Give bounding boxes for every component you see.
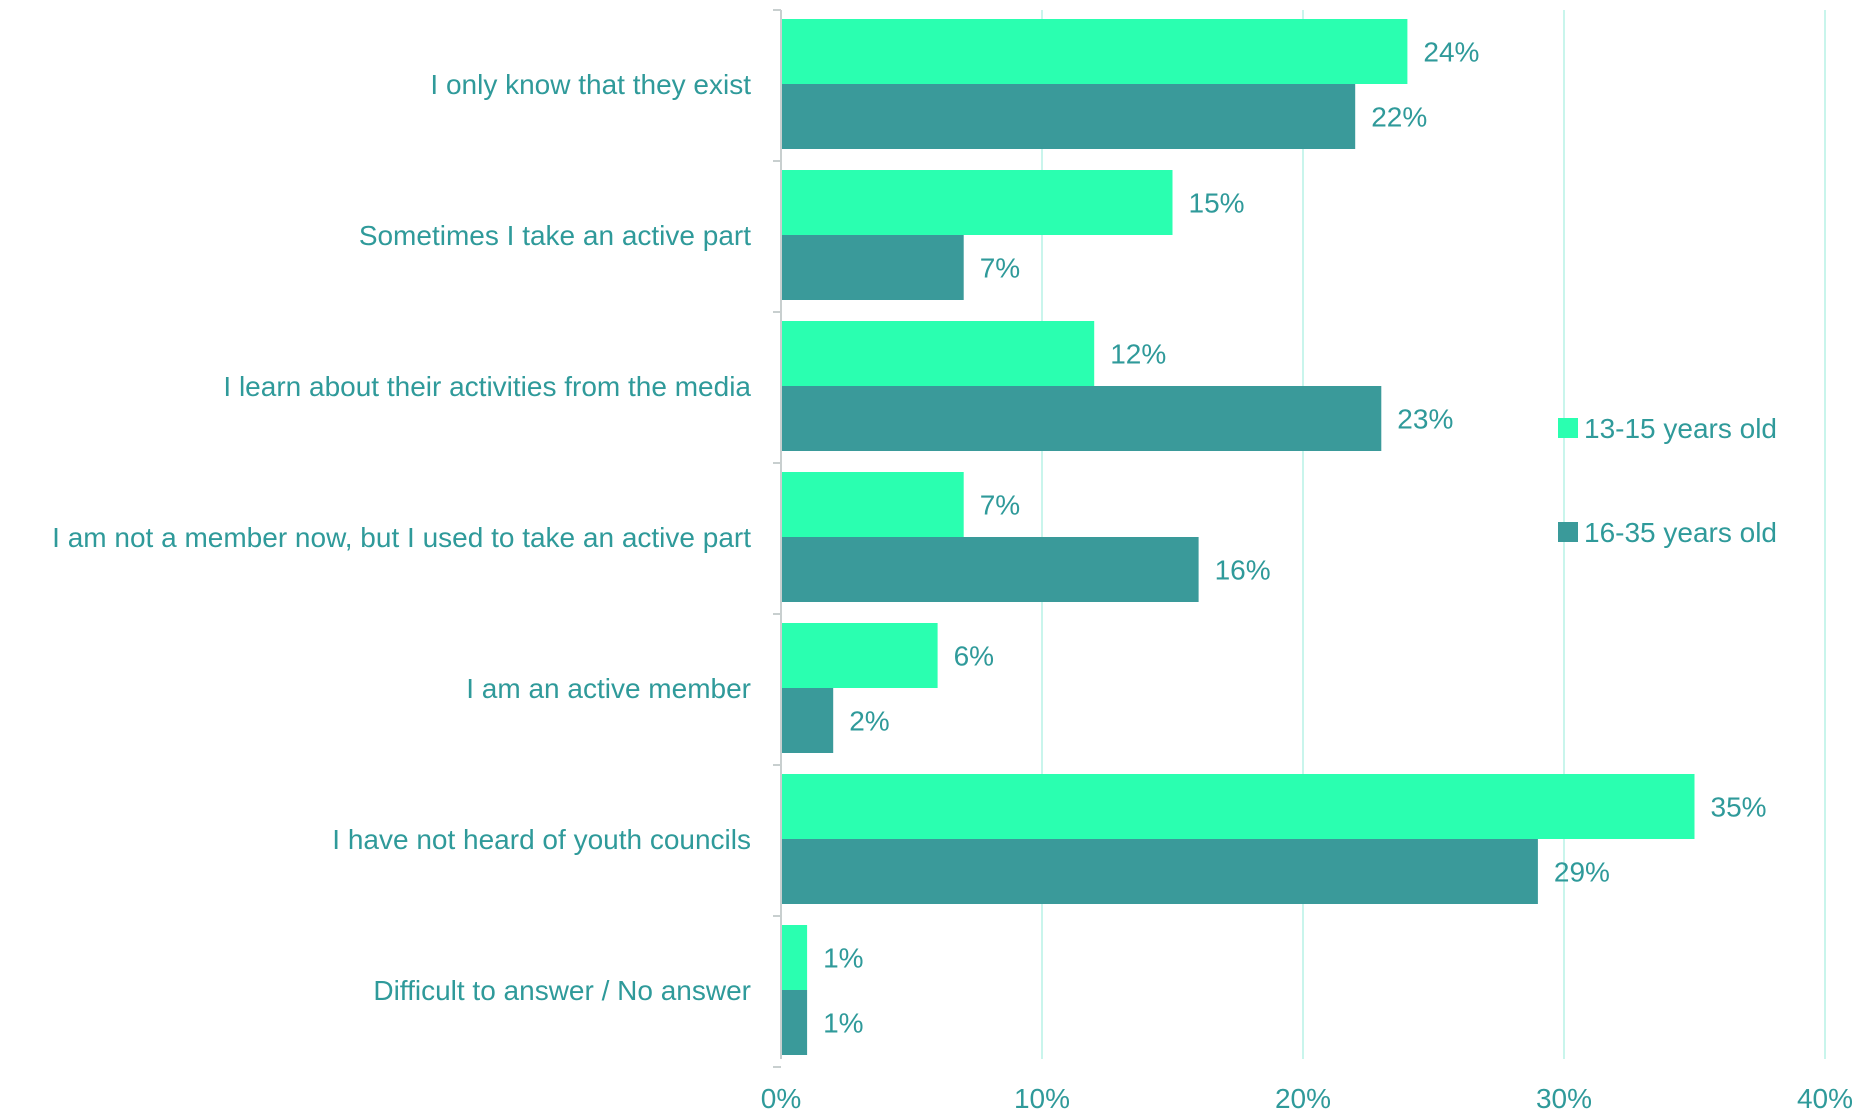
data-label-series1-2: 12% bbox=[1110, 339, 1166, 370]
legend: 13-15 years old 16-35 years old bbox=[1558, 413, 1777, 548]
data-label-series2-3: 16% bbox=[1215, 555, 1271, 586]
data-label-series2-5: 29% bbox=[1554, 857, 1610, 888]
bar-series2-5 bbox=[781, 839, 1538, 904]
bar-series1-1 bbox=[781, 170, 1173, 235]
bar-series1-6 bbox=[781, 925, 808, 990]
category-label-0: I only know that they exist bbox=[430, 69, 751, 100]
data-label-series1-1: 15% bbox=[1189, 188, 1245, 219]
legend-label-series2: 16-35 years old bbox=[1584, 517, 1777, 548]
category-label-6: Difficult to answer / No answer bbox=[373, 975, 751, 1006]
data-label-series1-5: 35% bbox=[1711, 792, 1767, 823]
bar-series2-2 bbox=[781, 386, 1382, 451]
data-label-series2-0: 22% bbox=[1371, 102, 1427, 133]
data-label-series2-4: 2% bbox=[849, 706, 889, 737]
bar-series2-0 bbox=[781, 84, 1356, 149]
data-label-series2-2: 23% bbox=[1397, 404, 1453, 435]
legend-swatch-series1 bbox=[1558, 418, 1578, 438]
category-label-4: I am an active member bbox=[466, 673, 751, 704]
data-label-series1-0: 24% bbox=[1423, 37, 1479, 68]
bar-series1-2 bbox=[781, 321, 1095, 386]
bar-series1-3 bbox=[781, 472, 964, 537]
category-label-3: I am not a member now, but I used to tak… bbox=[52, 522, 751, 553]
data-label-series1-3: 7% bbox=[980, 490, 1020, 521]
data-labels: 24% 22% 15% 7% 12% 23% 7% 16% 6% 2% 35% 29% 1% 1% bbox=[823, 37, 1766, 1039]
bar-series1-0 bbox=[781, 19, 1408, 84]
x-tick-label-2: 20% bbox=[1275, 1083, 1331, 1114]
data-label-series1-4: 6% bbox=[954, 641, 994, 672]
bars bbox=[781, 19, 1695, 1055]
legend-label-series1: 13-15 years old bbox=[1584, 413, 1777, 444]
legend-swatch-series2 bbox=[1558, 522, 1578, 542]
bar-series2-1 bbox=[781, 235, 964, 300]
category-label-5: I have not heard of youth councils bbox=[332, 824, 751, 855]
category-labels: I only know that they exist Sometimes I t… bbox=[52, 69, 751, 1006]
x-tick-labels: 0% 10% 20% 30% 40% bbox=[761, 1083, 1853, 1114]
x-tick-label-1: 10% bbox=[1014, 1083, 1070, 1114]
bar-series2-6 bbox=[781, 990, 808, 1055]
bar-series2-4 bbox=[781, 688, 834, 753]
data-label-series1-6: 1% bbox=[823, 943, 863, 974]
x-tick-label-0: 0% bbox=[761, 1083, 801, 1114]
category-label-1: Sometimes I take an active part bbox=[359, 220, 751, 251]
bar-series2-3 bbox=[781, 537, 1199, 602]
category-label-2: I learn about their activities from the … bbox=[223, 371, 751, 402]
bar-series1-5 bbox=[781, 774, 1695, 839]
x-tick-label-3: 30% bbox=[1536, 1083, 1592, 1114]
x-tick-label-4: 40% bbox=[1797, 1083, 1853, 1114]
category-axis bbox=[773, 9, 782, 1068]
data-label-series2-1: 7% bbox=[980, 253, 1020, 284]
bar-series1-4 bbox=[781, 623, 938, 688]
data-label-series2-6: 1% bbox=[823, 1008, 863, 1039]
